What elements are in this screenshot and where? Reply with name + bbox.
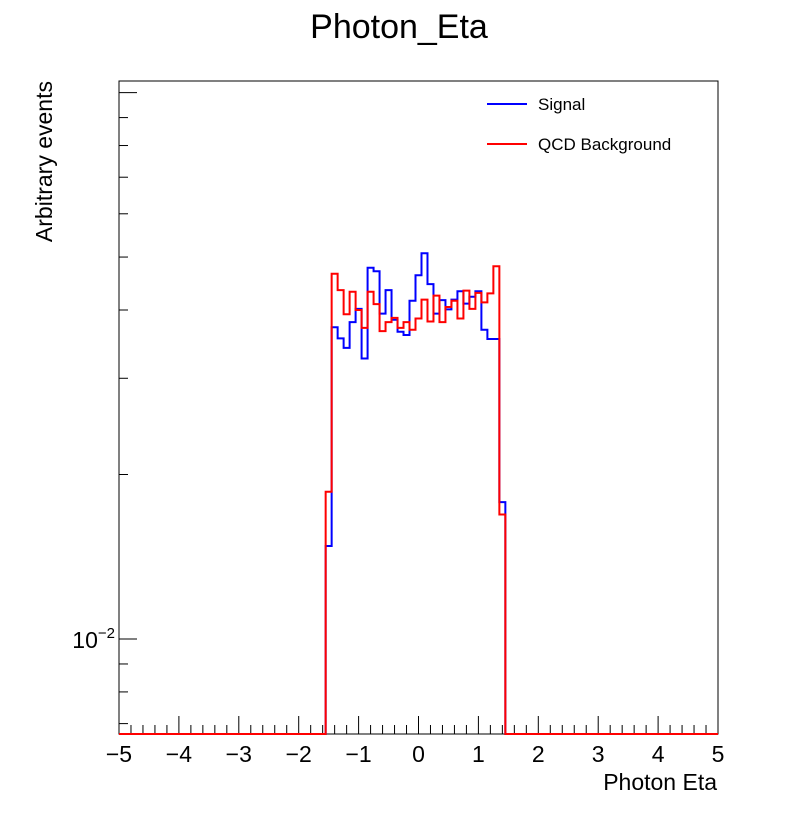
x-axis-ticks <box>118 716 719 734</box>
histogram-bin <box>487 338 493 340</box>
histogram-bin <box>398 327 404 329</box>
histogram-bin <box>410 329 416 331</box>
x-tick-label: 4 <box>652 741 665 767</box>
histogram-bin <box>332 273 338 275</box>
histogram-bin <box>463 290 469 292</box>
histogram-bin <box>416 274 422 276</box>
plot-frame <box>118 80 719 735</box>
histogram-bin <box>457 317 463 319</box>
y-tick-label: 10−2 <box>72 625 115 653</box>
histogram-bin <box>404 334 410 336</box>
x-tick-label: −2 <box>286 741 312 767</box>
x-tick-label: 2 <box>532 741 545 767</box>
histogram-bin <box>368 291 374 293</box>
series-layer <box>119 252 718 735</box>
histogram-bin <box>344 347 350 349</box>
histogram-bin <box>374 270 380 272</box>
histogram-bin <box>481 329 487 331</box>
histogram-bin <box>398 331 404 333</box>
histogram-bin <box>451 300 457 302</box>
histogram-bin <box>338 337 344 339</box>
histogram-bin <box>439 321 445 323</box>
histogram-bin <box>386 321 392 323</box>
histogram-bin <box>350 321 356 323</box>
x-tick-label: −4 <box>166 741 192 767</box>
histogram-bin <box>362 358 368 360</box>
x-axis-title: Photon Eta <box>603 769 717 795</box>
x-tick-label: 0 <box>412 741 425 767</box>
y-axis-title: Arbitrary events <box>31 81 57 242</box>
y-tick-label-base: 10 <box>72 627 98 653</box>
histogram-bin <box>386 289 392 291</box>
legend-label: Signal <box>538 95 585 114</box>
histogram-bin <box>427 283 433 285</box>
histogram-bin <box>433 295 439 297</box>
legend-label: QCD Background <box>538 135 671 154</box>
histogram-bin <box>392 317 398 319</box>
histogram-bin <box>326 491 332 493</box>
x-tick-label: −3 <box>226 741 252 767</box>
histogram-bin <box>421 299 427 301</box>
histogram-bin <box>350 291 356 293</box>
histogram-bin <box>344 313 350 315</box>
histogram-bin <box>380 330 386 332</box>
x-tick-label: 5 <box>712 741 725 767</box>
histogram-bin <box>445 306 451 308</box>
histogram-bin <box>374 303 380 305</box>
y-tick-label-exponent: −2 <box>98 625 115 642</box>
legend: Signal QCD Background <box>487 95 671 154</box>
histogram-bin <box>368 267 374 269</box>
histogram-bin <box>421 252 427 254</box>
y-axis-ticks <box>119 92 137 725</box>
histogram-bin <box>493 265 499 267</box>
histogram-bin <box>427 321 433 323</box>
x-axis-tick-labels: −5 −4 −3 −2 −1 0 1 2 3 4 5 <box>106 741 725 767</box>
histogram-bin <box>416 317 422 319</box>
histogram-bin <box>338 289 344 291</box>
histogram-bin <box>469 308 475 310</box>
histogram-bin <box>487 292 493 294</box>
series-line-signal <box>119 252 718 735</box>
x-tick-label: −1 <box>345 741 371 767</box>
histogram-bin <box>362 327 368 329</box>
histogram-bin <box>499 513 505 515</box>
x-tick-label: 1 <box>472 741 485 767</box>
chart-title: Photon_Eta <box>310 8 488 46</box>
series-line-qcd-background <box>119 265 718 735</box>
histogram-bin <box>410 300 416 302</box>
x-tick-label: −5 <box>106 741 132 767</box>
histogram-bin <box>404 321 410 323</box>
histogram-bin <box>475 292 481 294</box>
x-tick-label: 3 <box>592 741 605 767</box>
histogram-bin <box>481 301 487 303</box>
histogram-bin <box>356 309 362 311</box>
